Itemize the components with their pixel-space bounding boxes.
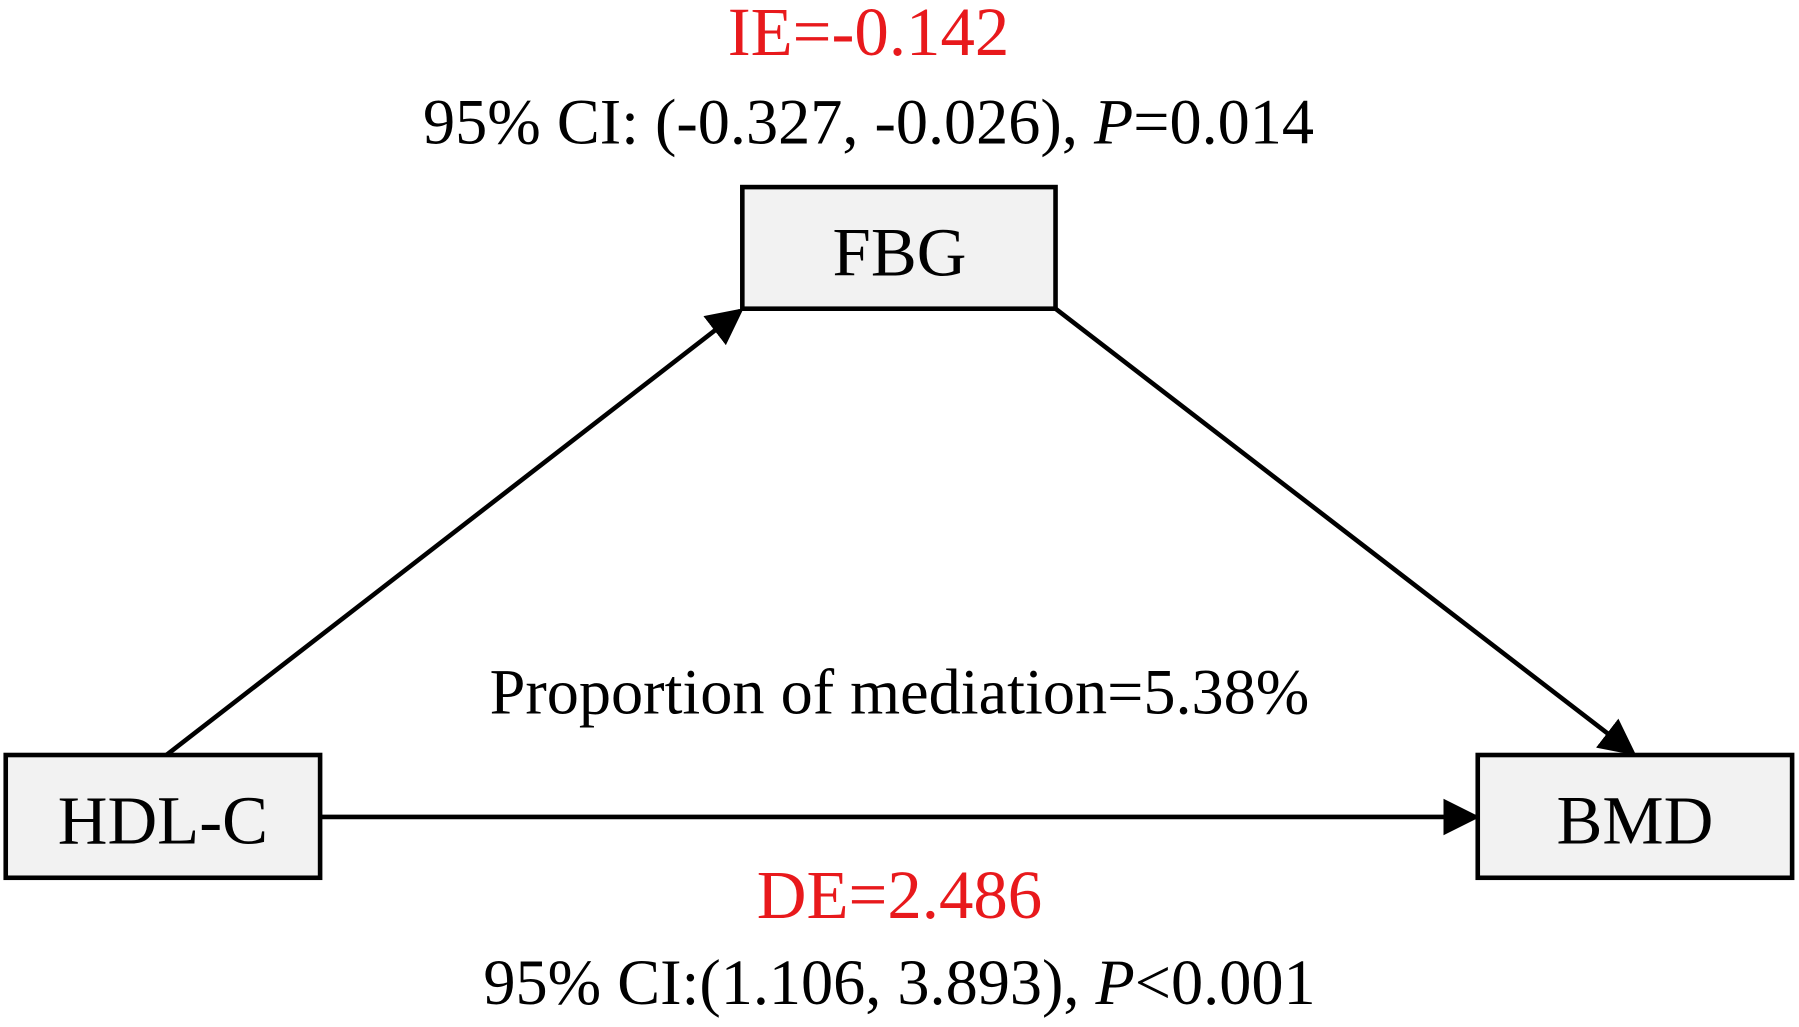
node-box — [3, 752, 323, 881]
p-value: =0.014 — [1133, 86, 1314, 157]
indirect-ci: 95% CI: (-0.327, -0.026), P=0.014 — [423, 86, 1314, 157]
ci-text: 95% CI: (-0.327, -0.026), — [423, 86, 1094, 157]
node-label: HDL-C — [58, 782, 268, 858]
indirect-effect: IE=-0.142 — [728, 0, 1010, 70]
p-symbol: P — [1093, 86, 1133, 157]
proportion: Proportion of mediation=5.38% — [490, 657, 1310, 728]
node-label: BMD — [1557, 782, 1714, 858]
arrow — [1054, 306, 1637, 756]
direct-effect: DE=2.486 — [757, 857, 1042, 933]
direct-ci: 95% CI:(1.106, 3.893), P<0.001 — [483, 947, 1315, 1018]
node-box — [1475, 752, 1795, 881]
node-box — [740, 184, 1058, 311]
p-symbol: P — [1095, 947, 1135, 1018]
arrow — [164, 308, 744, 757]
ci-text: 95% CI:(1.106, 3.893), — [483, 947, 1095, 1018]
p-value: <0.001 — [1135, 947, 1316, 1018]
node-label: FBG — [833, 214, 967, 290]
